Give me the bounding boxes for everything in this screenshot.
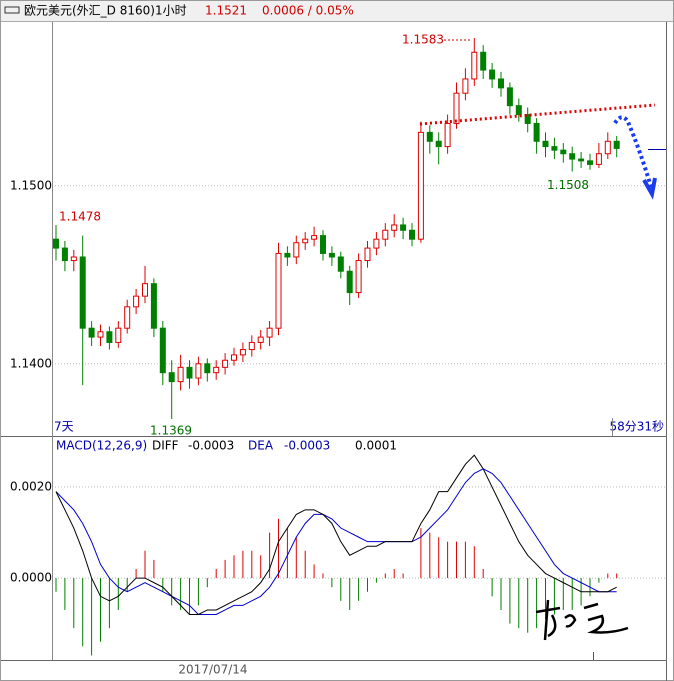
- candle-body: [150, 283, 157, 329]
- countdown: 58分31秒: [609, 420, 664, 434]
- candle-body: [204, 363, 211, 374]
- candle-body: [248, 341, 255, 351]
- candle-body: [346, 270, 353, 294]
- low-label: 1.1369: [150, 423, 192, 437]
- candle-body: [417, 131, 424, 240]
- candle-body: [168, 372, 175, 383]
- candle-body: [506, 87, 513, 107]
- candle-body: [542, 140, 549, 148]
- y-tick-label: 0.0020: [10, 480, 52, 494]
- candle-body: [115, 327, 122, 343]
- candle-body: [453, 92, 460, 124]
- candle-body: [604, 140, 611, 155]
- candle-body: [61, 247, 68, 262]
- candle-body: [275, 252, 282, 329]
- diff-line: [55, 454, 617, 615]
- candle-body: [569, 153, 576, 160]
- candle-body: [239, 349, 246, 356]
- candle-body: [364, 247, 371, 262]
- header-title: 欧元美元(外汇_D 8160)1小时: [24, 4, 187, 18]
- candle-body: [524, 114, 531, 124]
- candle-body: [186, 366, 193, 379]
- diff-last: -0.0003: [188, 439, 234, 453]
- candle-body: [391, 224, 398, 231]
- dea-last: -0.0003: [284, 439, 330, 453]
- candle-body: [328, 252, 335, 258]
- candle-body: [471, 51, 478, 80]
- candle-body: [79, 256, 86, 329]
- candle-body: [587, 160, 593, 165]
- candle-body: [159, 327, 166, 374]
- candle-body: [213, 366, 220, 374]
- header-bar: [1, 1, 673, 21]
- period-label: 7天: [54, 420, 74, 434]
- candle-body: [533, 122, 540, 142]
- candle-body: [489, 69, 496, 80]
- recent-low-label: 1.1508: [547, 178, 589, 192]
- candle-body: [311, 235, 318, 240]
- candle-body: [613, 140, 620, 149]
- candle-body: [498, 78, 504, 89]
- signature: [535, 599, 629, 641]
- hist-last: 0.0001: [355, 439, 397, 453]
- candle-body: [142, 283, 148, 297]
- candle-body: [257, 336, 264, 343]
- dea-line: [55, 468, 617, 615]
- candle-body: [284, 252, 291, 258]
- header-last: 1.1521: [205, 4, 247, 18]
- dea-name: DEA: [248, 439, 274, 453]
- y-tick-label: 1.1400: [10, 356, 52, 370]
- candle-body: [462, 78, 469, 94]
- trend-line: [419, 103, 656, 126]
- candle-body: [400, 224, 407, 231]
- candle-body: [177, 366, 184, 383]
- high-label: 1.1583: [402, 33, 444, 47]
- candle-body: [480, 51, 487, 71]
- diff-name: DIFF: [152, 439, 179, 453]
- candle-body: [133, 295, 140, 308]
- header-icon: [4, 6, 20, 14]
- forecast-arrow: [613, 115, 654, 191]
- candle-body: [53, 238, 59, 249]
- candle-body: [373, 238, 380, 249]
- date-label: 2017/07/14: [178, 663, 247, 677]
- candle-body: [409, 229, 415, 240]
- y-tick-label: 1.1500: [10, 178, 52, 192]
- header-change: 0.0006 / 0.05%: [262, 4, 354, 18]
- candle-body: [578, 158, 585, 162]
- candle-body: [435, 140, 442, 148]
- candle-body: [88, 327, 95, 338]
- plot: 1.1400 1.1500 0.0000 0.0020 1.1583 1.1478 1.13…: [10, 22, 666, 660]
- candle-body: [382, 229, 389, 240]
- candle-body: [266, 327, 273, 338]
- candle-body: [222, 359, 229, 368]
- arrow-head: [642, 177, 657, 200]
- candle-body: [302, 238, 309, 244]
- candle-body: [355, 260, 362, 294]
- candle-body: [97, 331, 104, 338]
- candle-body: [106, 331, 113, 343]
- candle-body: [124, 306, 131, 329]
- candle-body: [231, 354, 237, 361]
- candle-body: [515, 105, 522, 116]
- candle-body: [560, 149, 567, 155]
- candle-body: [444, 122, 451, 148]
- candle-body: [551, 146, 558, 151]
- y-tick-label: 0.0000: [10, 571, 52, 585]
- left-high-label: 1.1478: [59, 209, 101, 223]
- macd-title: MACD(12,26,9): [56, 439, 147, 453]
- candle-body: [337, 256, 344, 272]
- candle-body: [320, 235, 326, 254]
- candle-body: [293, 242, 300, 258]
- candle-body: [426, 131, 433, 142]
- candle-body: [595, 153, 602, 165]
- candle-body: [195, 363, 202, 379]
- candle-body: [70, 256, 77, 262]
